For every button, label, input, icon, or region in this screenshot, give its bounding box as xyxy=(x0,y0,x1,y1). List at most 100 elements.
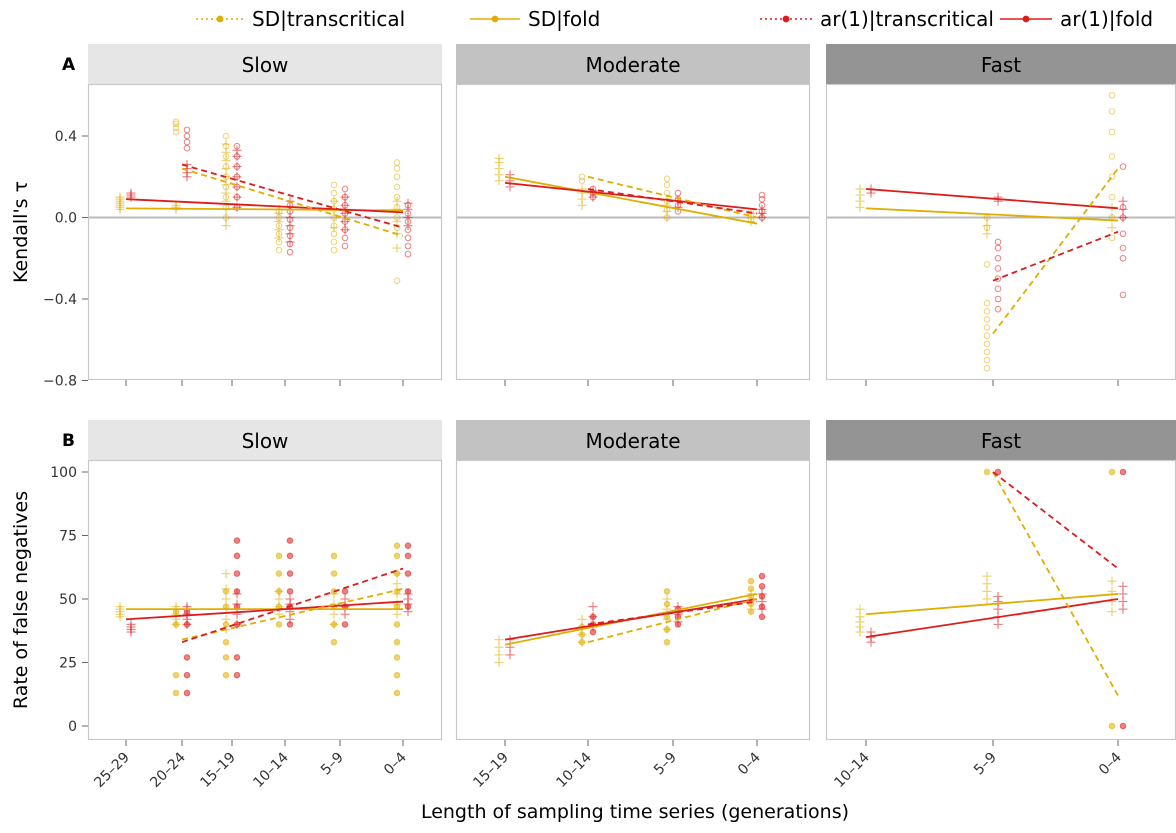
data-point-circle xyxy=(1108,128,1116,136)
data-point-plus xyxy=(982,229,992,239)
row-label: B xyxy=(62,431,75,451)
data-point-circle xyxy=(183,144,191,152)
data-point-circle xyxy=(994,305,1002,313)
data-point-circle xyxy=(1119,291,1127,299)
data-point-circle xyxy=(393,552,401,560)
fit-line-sd-fold xyxy=(865,593,1119,616)
data-point-circle xyxy=(393,183,401,191)
x-tick-label: 10–14 xyxy=(553,749,595,791)
data-point-plus xyxy=(274,217,284,227)
data-point-circle xyxy=(286,537,294,544)
data-point-plus xyxy=(232,599,242,609)
data-point-plus xyxy=(982,579,992,589)
data-point-circle xyxy=(286,552,294,560)
legend-dot-icon xyxy=(491,15,499,23)
data-point-circle xyxy=(983,324,991,331)
data-point-plus xyxy=(340,609,350,619)
y-tick-label: 50 xyxy=(59,592,77,608)
data-point-plus xyxy=(982,221,992,231)
data-point-circle xyxy=(983,364,991,372)
data-point-plus xyxy=(232,162,242,172)
data-point-plus xyxy=(505,650,515,660)
data-point-plus xyxy=(993,619,1003,629)
facet-panel-border xyxy=(455,459,811,741)
fit-line-ar1-transcritical xyxy=(587,600,758,626)
y-tick-label: 100 xyxy=(50,465,77,481)
data-point-plus xyxy=(340,192,350,202)
data-point-plus xyxy=(340,594,350,604)
data-point-plus xyxy=(329,196,339,206)
data-point-circle xyxy=(172,124,180,132)
facet-title: Slow xyxy=(242,53,289,77)
data-point-circle xyxy=(1108,91,1116,99)
fit-line-ar1-fold xyxy=(125,198,404,214)
data-point-plus xyxy=(588,612,598,622)
y-axis-label: Kendall's τ xyxy=(10,181,32,283)
facet-panel-border xyxy=(455,83,811,381)
y-tick-label: −0.4 xyxy=(43,292,77,308)
data-point-circle xyxy=(578,173,586,181)
x-tick-label: 10–14 xyxy=(250,749,292,791)
data-point-circle xyxy=(172,118,180,126)
data-point-plus xyxy=(285,237,295,247)
data-point-plus xyxy=(274,594,284,604)
data-point-plus xyxy=(285,229,295,239)
data-point-plus xyxy=(285,614,295,624)
legend-dot-icon xyxy=(216,15,224,23)
legend-label: ar(1)|fold xyxy=(1060,7,1153,31)
data-point-plus xyxy=(1118,604,1128,614)
data-point-circle xyxy=(758,191,766,199)
fit-line-ar1-transcritical xyxy=(992,471,1119,570)
data-point-circle xyxy=(275,621,283,628)
data-point-circle xyxy=(330,238,338,246)
data-point-plus xyxy=(494,635,504,645)
data-point-plus xyxy=(285,594,295,604)
data-point-plus xyxy=(577,630,587,640)
data-point-circle xyxy=(286,570,294,577)
legend-label: SD|transcritical xyxy=(252,7,405,31)
data-point-circle xyxy=(222,671,230,679)
data-point-circle xyxy=(393,654,401,661)
data-point-circle xyxy=(341,621,349,628)
data-point-circle xyxy=(183,671,191,679)
data-point-plus xyxy=(126,188,136,198)
facet-strip xyxy=(456,420,810,460)
data-point-circle xyxy=(330,246,338,254)
data-point-circle xyxy=(404,552,412,560)
x-tick-label: 5–9 xyxy=(971,750,1000,779)
legend-item-2: ar(1)|transcritical xyxy=(760,7,994,31)
data-point-plus xyxy=(993,192,1003,202)
data-point-plus xyxy=(329,619,339,629)
data-point-plus xyxy=(1118,581,1128,591)
x-tick-label: 10–14 xyxy=(831,749,873,791)
data-point-circle xyxy=(275,570,283,577)
data-point-circle xyxy=(341,185,349,193)
data-point-plus xyxy=(221,594,231,604)
y-tick-label: −0.8 xyxy=(43,374,77,390)
data-point-circle xyxy=(330,552,338,560)
data-point-plus xyxy=(1107,576,1117,586)
data-point-circle xyxy=(983,348,991,356)
fit-line-ar1-transcritical xyxy=(181,163,404,229)
facet-moderate: Moderate 15–19 10–14 5–9 0–4 xyxy=(455,420,811,791)
fit-line-ar1-fold xyxy=(865,188,1119,210)
data-point-plus xyxy=(392,243,402,253)
data-point-circle xyxy=(183,126,191,134)
data-point-plus xyxy=(1118,589,1128,599)
data-point-circle xyxy=(222,132,230,140)
data-point-plus xyxy=(577,637,587,647)
fit-line-ar1-transcritical xyxy=(992,230,1119,282)
data-point-circle xyxy=(393,542,401,549)
x-tick-label: 5–9 xyxy=(318,750,347,779)
data-point-circle xyxy=(404,570,412,577)
fit-line-sd-transcritical xyxy=(181,587,404,641)
data-point-plus xyxy=(232,589,242,599)
data-point-plus xyxy=(993,591,1003,601)
data-point-plus xyxy=(993,604,1003,614)
facet-title: Fast xyxy=(981,53,1021,77)
data-point-circle xyxy=(172,120,180,128)
fit-line-ar1-transcritical xyxy=(587,188,758,215)
data-point-plus xyxy=(232,172,242,182)
data-point-circle xyxy=(663,588,671,595)
data-point-plus xyxy=(662,594,672,604)
